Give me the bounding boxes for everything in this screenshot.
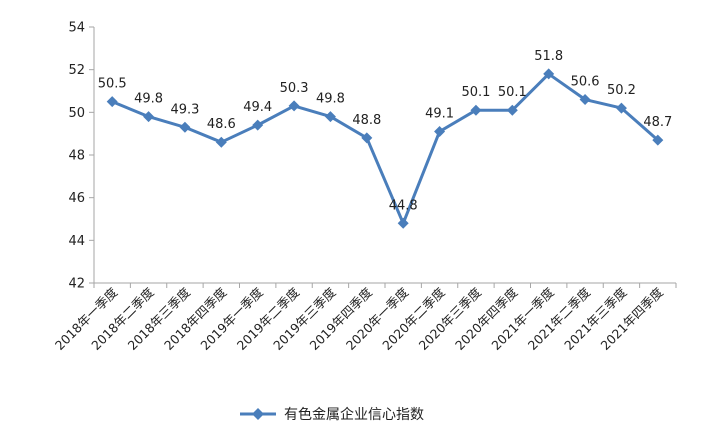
data-point — [434, 126, 446, 138]
data-label: 48.8 — [352, 113, 381, 128]
data-point — [615, 102, 627, 114]
data-label: 50.2 — [607, 83, 636, 98]
data-label: 51.8 — [534, 49, 563, 64]
data-point — [215, 136, 227, 148]
data-point — [324, 111, 336, 123]
legend-diamond-icon — [252, 408, 264, 420]
y-tick-label: 42 — [68, 277, 85, 292]
data-labels: 50.5 49.8 49.3 48.6 49.4 50.3 49.8 48.8 44.8 49.1… — [98, 49, 673, 213]
data-label: 48.7 — [643, 115, 672, 130]
data-label: 48.6 — [207, 117, 236, 132]
y-tick-label: 50 — [68, 106, 85, 121]
data-point — [106, 96, 118, 108]
y-tick-label: 54 — [68, 21, 85, 36]
data-point — [179, 121, 191, 133]
data-label: 49.4 — [243, 100, 272, 115]
y-tick-label: 44 — [68, 234, 85, 249]
series-line-group — [106, 68, 664, 229]
x-tick-label: 2018年一季度 — [52, 284, 121, 353]
data-point — [506, 104, 518, 116]
data-point — [543, 68, 555, 80]
y-axis-ticks: 42 44 46 48 50 52 54 — [68, 21, 94, 292]
data-point — [288, 100, 300, 112]
data-point — [470, 104, 482, 116]
data-point — [579, 94, 591, 106]
data-label: 49.8 — [316, 92, 345, 107]
y-tick-label: 48 — [68, 149, 85, 164]
data-label: 49.8 — [134, 92, 163, 107]
data-label: 50.1 — [461, 85, 490, 100]
series-line — [111, 72, 659, 225]
data-label: 50.6 — [571, 75, 600, 90]
y-tick-label: 52 — [68, 63, 85, 78]
data-label: 49.1 — [425, 107, 454, 122]
data-label: 49.3 — [170, 102, 199, 117]
data-label: 50.1 — [498, 85, 527, 100]
data-point — [143, 111, 155, 123]
axes — [93, 27, 676, 284]
data-label: 50.5 — [98, 77, 127, 92]
legend-label: 有色金属企业信心指数 — [284, 406, 424, 423]
data-point — [361, 132, 373, 144]
x-axis-ticks: 2018年一季度2018年二季度2018年三季度2018年四季度2019年一季度… — [52, 283, 677, 353]
data-point — [252, 119, 264, 131]
legend: 有色金属企业信心指数 — [240, 406, 424, 423]
y-tick-label: 46 — [68, 191, 85, 206]
data-label: 50.3 — [280, 81, 309, 96]
data-point — [397, 217, 409, 229]
data-point — [652, 134, 664, 146]
data-label: 44.8 — [389, 198, 418, 213]
